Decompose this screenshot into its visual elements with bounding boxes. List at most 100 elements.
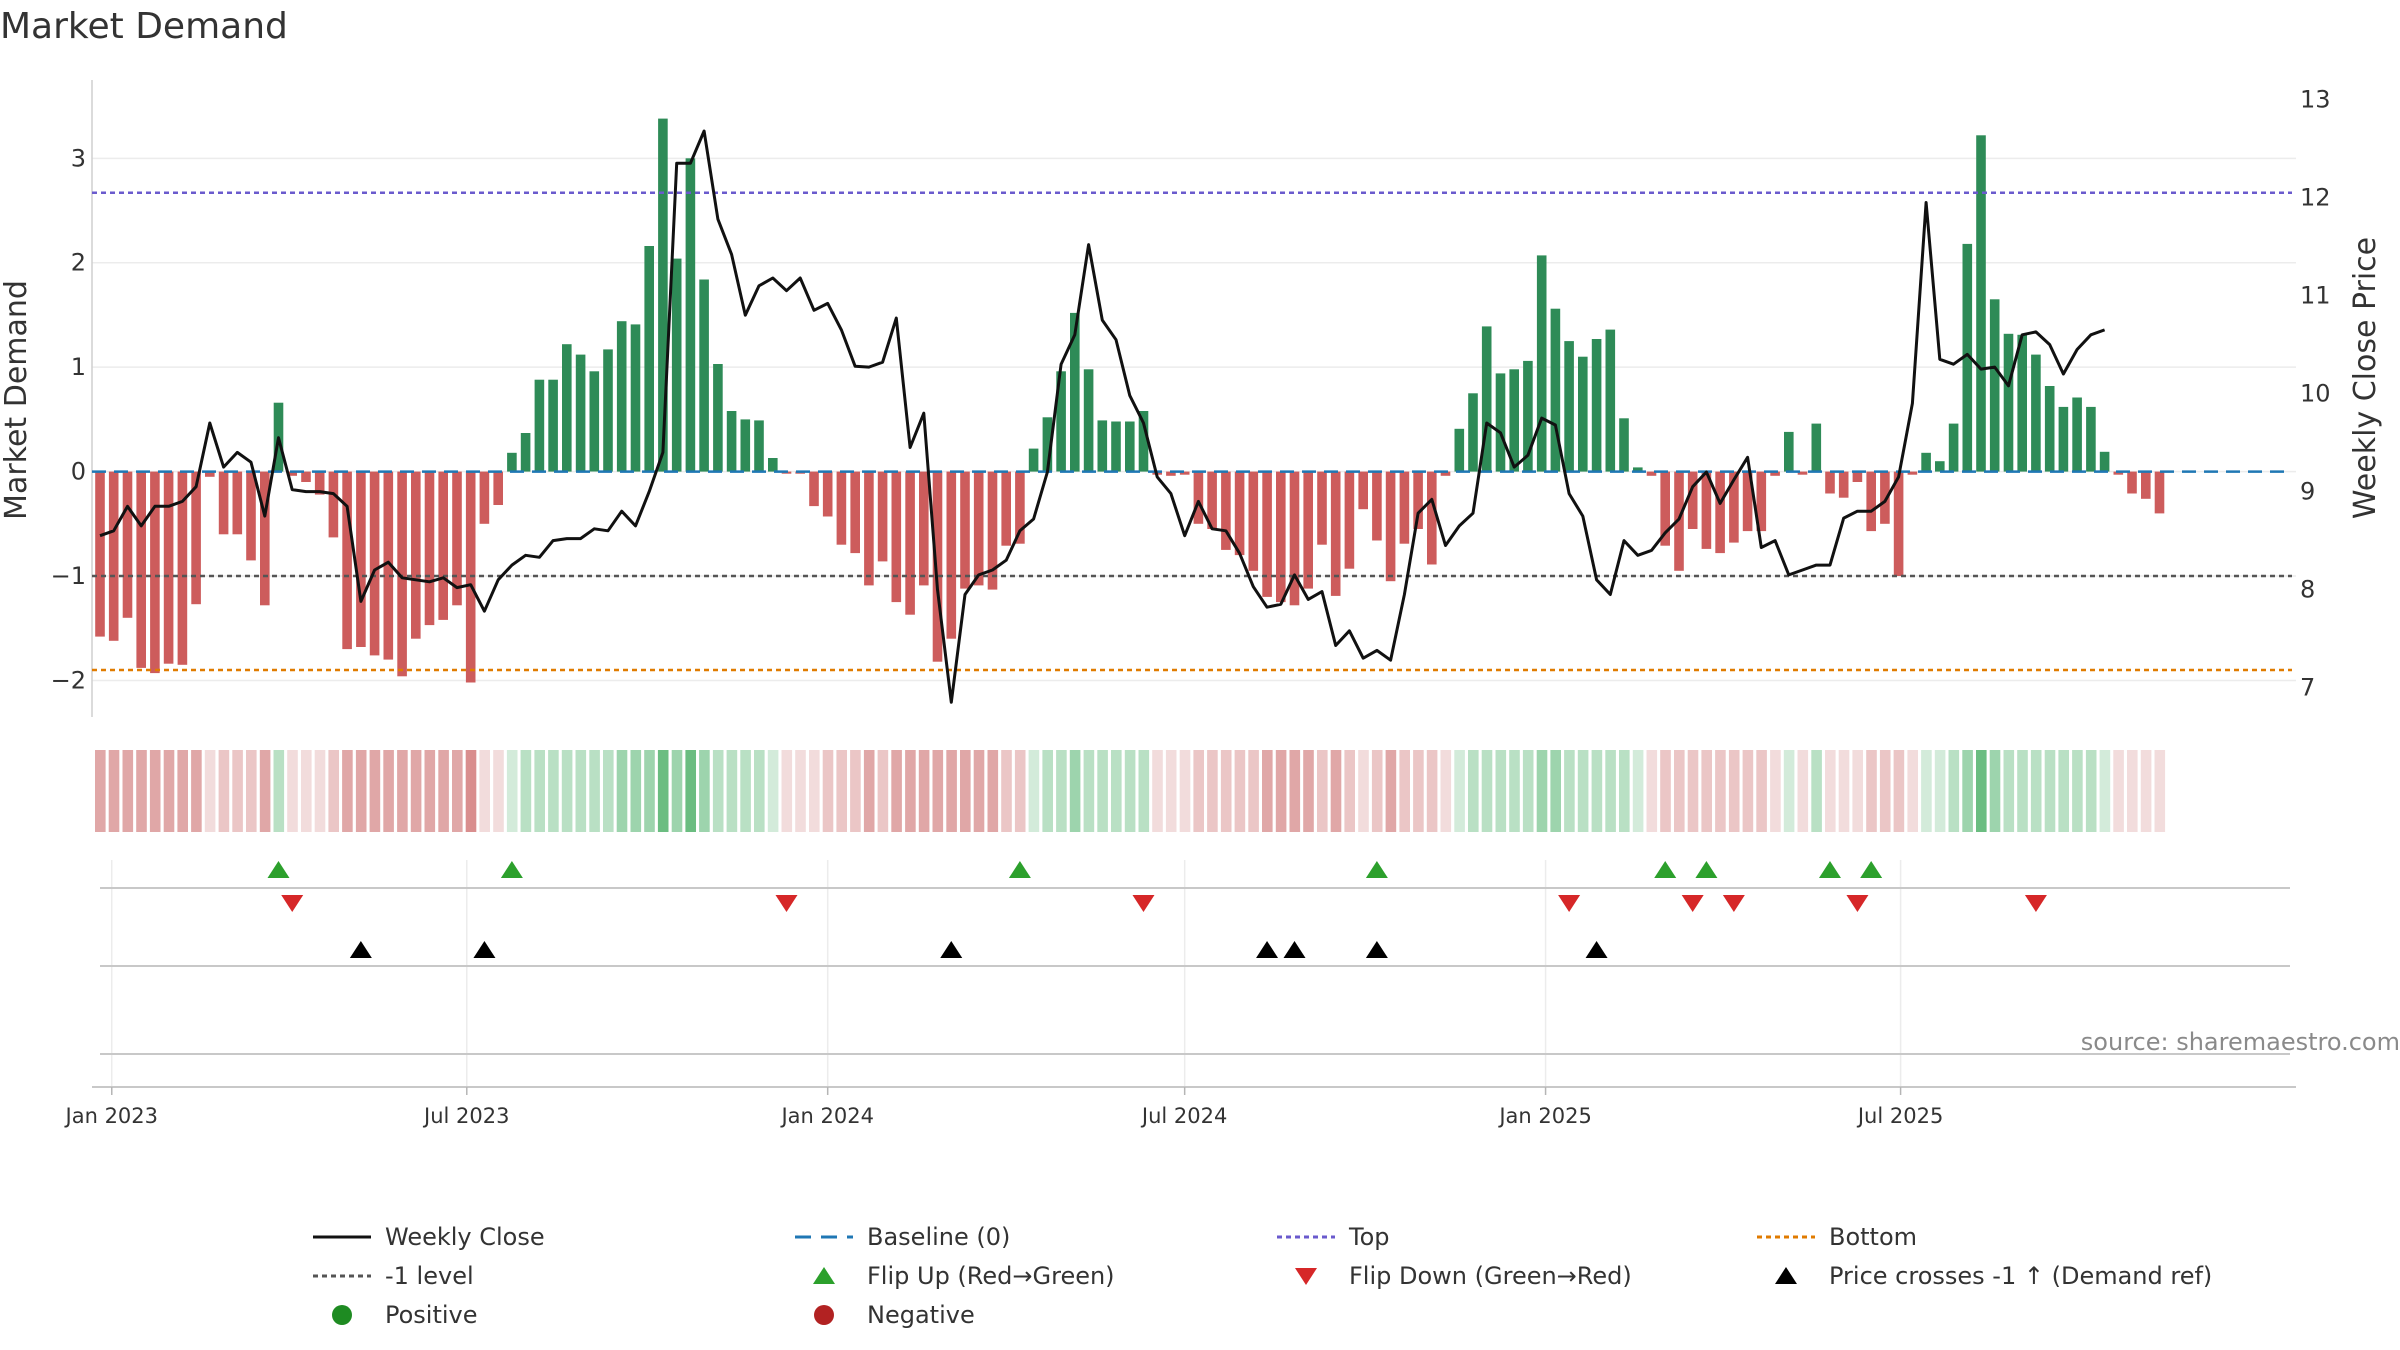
- demand-bar: [397, 471, 407, 677]
- demand-bar: [493, 471, 503, 505]
- strip-cell: [1619, 750, 1630, 832]
- strip-cell: [754, 750, 765, 832]
- demand-bars: [95, 118, 2165, 683]
- demand-bar: [191, 471, 201, 605]
- strip-cell: [410, 750, 422, 832]
- flip-up-marker: [267, 861, 290, 878]
- strip-cell: [314, 750, 326, 832]
- strip-cell: [534, 750, 545, 832]
- demand-bar: [177, 471, 188, 665]
- flip-up-marker: [500, 861, 523, 878]
- flip-down-marker: [775, 895, 798, 912]
- demand-bar: [1207, 471, 1217, 529]
- strip-cell: [1989, 750, 2001, 832]
- strip-cell: [369, 750, 381, 832]
- demand-bar: [836, 471, 847, 545]
- legend-label: -1 level: [385, 1262, 474, 1290]
- legend-item-bottom: Bottom: [1757, 1223, 1917, 1251]
- strip-cell: [561, 750, 573, 832]
- demand-bar: [2017, 334, 2027, 472]
- demand-bar: [905, 471, 915, 615]
- demand-bar: [1262, 471, 1272, 597]
- strip-cell: [2030, 750, 2042, 832]
- strip-cell: [918, 750, 930, 832]
- strip-cell: [575, 750, 587, 832]
- strip-cell: [177, 750, 188, 832]
- price-series: [99, 129, 2106, 704]
- strip-cell: [740, 750, 751, 832]
- demand-bar: [1907, 471, 1918, 475]
- flip-down-marker: [1681, 895, 1704, 912]
- strip-cell: [1948, 750, 1960, 832]
- strip-cell: [506, 750, 518, 832]
- strip-cell: [1550, 750, 1561, 832]
- legend-label: Positive: [385, 1301, 478, 1329]
- strip-cell: [644, 750, 655, 832]
- demand-bar: [301, 471, 311, 482]
- strip-cell: [863, 750, 875, 832]
- strip-cell: [657, 750, 669, 832]
- strip-cell: [1934, 750, 1946, 832]
- strip-cell: [465, 750, 477, 832]
- strip-cell: [355, 750, 367, 832]
- signal-markers: [267, 861, 2047, 958]
- demand-bar: [1303, 471, 1313, 589]
- strip-cell: [479, 750, 490, 832]
- demand-bar: [2072, 397, 2082, 472]
- demand-bar: [122, 471, 133, 618]
- strip-cell: [1962, 750, 1973, 832]
- demand-bar: [1536, 255, 1547, 472]
- demand-bar: [1523, 360, 1533, 472]
- demand-bar: [452, 471, 462, 606]
- strip-cell: [287, 750, 298, 832]
- reference-lines: [92, 191, 2292, 672]
- strip-cell: [987, 750, 999, 832]
- strip-cell: [1866, 750, 1877, 832]
- demand-bar: [2058, 406, 2069, 472]
- strip-cell: [795, 750, 806, 832]
- demand-bar: [328, 471, 339, 538]
- strip-cell: [1893, 750, 1905, 832]
- strip-cell: [1358, 750, 1369, 832]
- demand-bar: [1660, 471, 1670, 546]
- demand-bar: [603, 349, 613, 472]
- legend-item-minus1: -1 level: [313, 1262, 474, 1290]
- strip-cell: [630, 750, 642, 832]
- demand-bar: [809, 471, 819, 507]
- right-y-ticks: 13 12 11 10 9 8 7: [2300, 86, 2331, 702]
- strip-cell: [2154, 750, 2166, 832]
- demand-bar: [383, 471, 394, 660]
- demand-bar: [1248, 471, 1259, 571]
- strip-cell: [2113, 750, 2124, 832]
- legend-label: Flip Down (Green→Red): [1349, 1262, 1632, 1290]
- demand-bar: [726, 411, 737, 472]
- legend-swatch: [1295, 1268, 1317, 1285]
- demand-bar: [1221, 471, 1231, 550]
- demand-bar: [1440, 471, 1451, 476]
- y2-tick-label: 12: [2300, 184, 2331, 212]
- strip-cell: [1701, 750, 1712, 832]
- demand-bar: [1234, 471, 1245, 556]
- demand-bar: [1701, 471, 1712, 549]
- strip-cell: [1014, 750, 1026, 832]
- demand-bar: [1125, 421, 1135, 472]
- demand-bar: [424, 471, 435, 626]
- strip-cell: [1042, 750, 1053, 832]
- strip-cell: [1056, 750, 1067, 832]
- demand-bar: [1413, 471, 1423, 529]
- demand-bar: [150, 471, 160, 674]
- strip-cell: [342, 750, 353, 832]
- strip-cell: [1083, 750, 1095, 832]
- strip-cell: [2017, 750, 2028, 832]
- strip-cell: [136, 750, 147, 832]
- strip-cell: [1111, 750, 1122, 832]
- demand-bar: [644, 246, 654, 472]
- strip-cell: [1825, 750, 1836, 832]
- strip-cell: [163, 750, 175, 832]
- legend-item-price-cross: Price crosses -1 ↑ (Demand ref): [1775, 1262, 2212, 1290]
- demand-bar: [1385, 471, 1396, 582]
- demand-bar: [1495, 373, 1506, 472]
- strip-cell: [2140, 750, 2152, 832]
- demand-bar: [136, 471, 146, 668]
